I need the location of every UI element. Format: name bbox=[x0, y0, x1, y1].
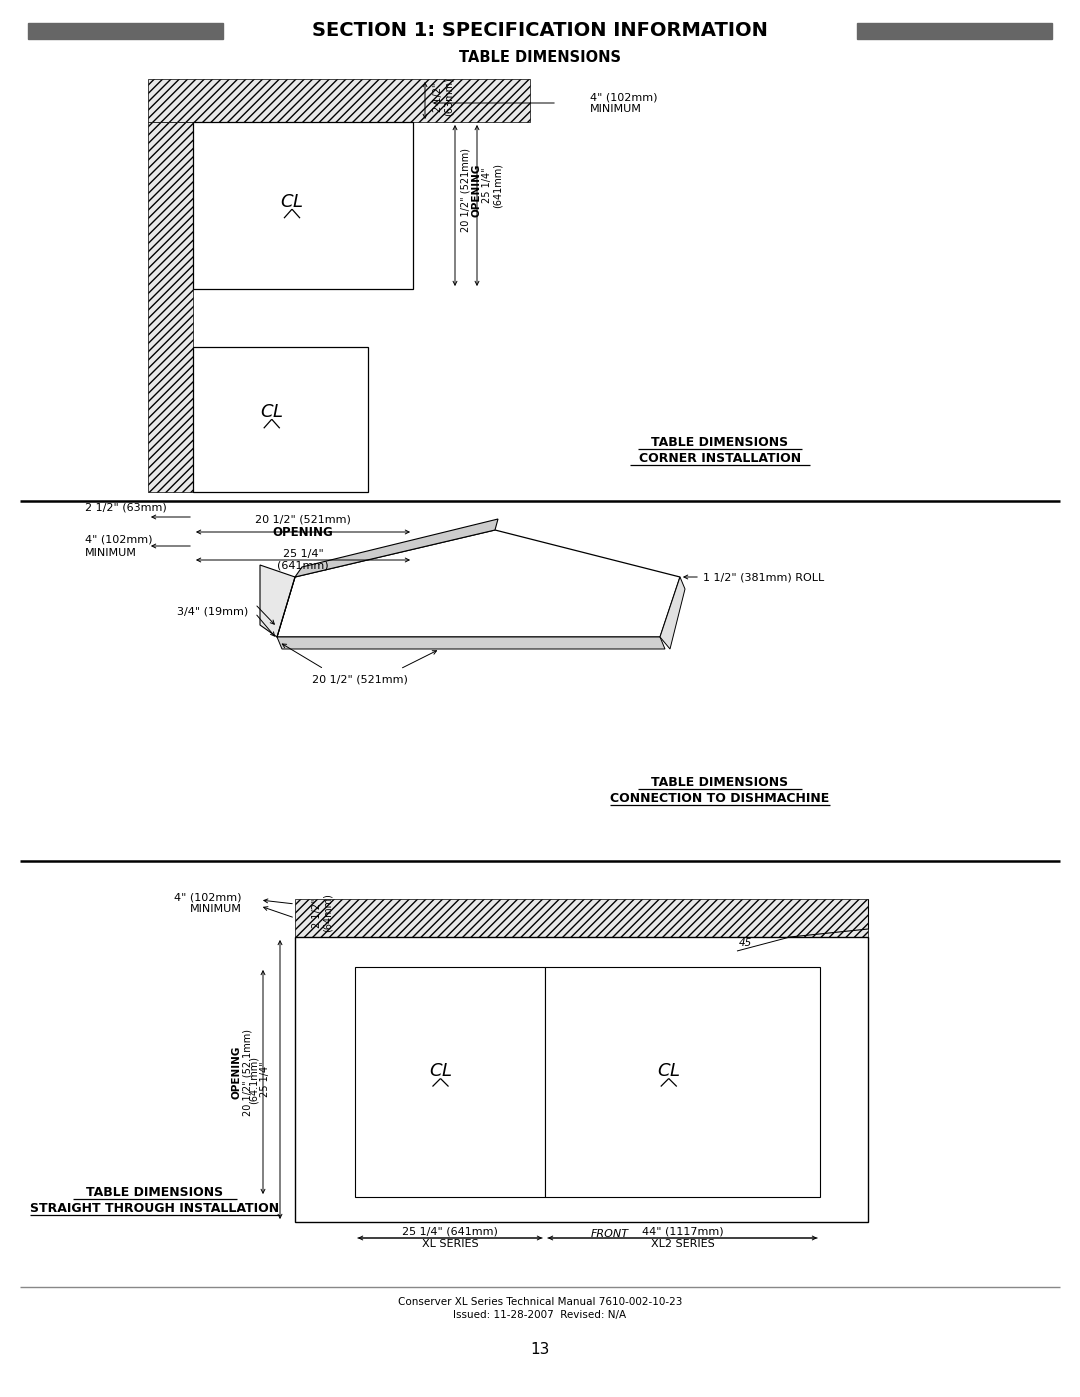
Text: FRONT: FRONT bbox=[591, 1229, 629, 1239]
Text: TABLE DIMENSIONS: TABLE DIMENSIONS bbox=[651, 777, 788, 789]
Bar bbox=[148, 122, 193, 492]
Bar bbox=[28, 22, 222, 39]
Text: 20 1/2" (521mm): 20 1/2" (521mm) bbox=[255, 515, 351, 525]
Text: (641mm): (641mm) bbox=[492, 163, 503, 208]
Text: 25 1/4": 25 1/4" bbox=[260, 1062, 270, 1097]
Text: (64mm): (64mm) bbox=[323, 894, 333, 932]
Text: OPENING: OPENING bbox=[272, 527, 334, 539]
Text: XL SERIES: XL SERIES bbox=[421, 1239, 478, 1249]
Text: 1 1/2" (381mm) ROLL: 1 1/2" (381mm) ROLL bbox=[703, 571, 824, 583]
Text: $\it{C}$$\it{L}$: $\it{C}$$\it{L}$ bbox=[280, 193, 303, 211]
Bar bbox=[858, 22, 1052, 39]
Text: 25 1/4" (641mm): 25 1/4" (641mm) bbox=[402, 1227, 498, 1236]
Text: (64.1mm): (64.1mm) bbox=[249, 1056, 259, 1104]
Text: 20 1/2" (521mm): 20 1/2" (521mm) bbox=[460, 148, 470, 232]
Text: (641mm): (641mm) bbox=[278, 562, 328, 571]
Text: OPENING: OPENING bbox=[231, 1045, 241, 1098]
Bar bbox=[295, 900, 868, 937]
Text: 2 1/2" (63mm): 2 1/2" (63mm) bbox=[85, 502, 166, 511]
Text: SECTION 1: SPECIFICATION INFORMATION: SECTION 1: SPECIFICATION INFORMATION bbox=[312, 21, 768, 41]
Text: Issued: 11-28-2007  Revised: N/A: Issued: 11-28-2007 Revised: N/A bbox=[454, 1310, 626, 1320]
Text: XL2 SERIES: XL2 SERIES bbox=[650, 1239, 714, 1249]
Text: 2 1/2": 2 1/2" bbox=[433, 82, 443, 112]
Text: 4" (102mm): 4" (102mm) bbox=[85, 535, 152, 545]
Text: 13: 13 bbox=[530, 1341, 550, 1356]
Text: OPENING: OPENING bbox=[471, 163, 481, 217]
Text: 2 1/2": 2 1/2" bbox=[312, 898, 322, 928]
Polygon shape bbox=[295, 520, 498, 577]
Text: CONNECTION TO DISHMACHINE: CONNECTION TO DISHMACHINE bbox=[610, 792, 829, 806]
Text: $\it{C}$$\it{L}$: $\it{C}$$\it{L}$ bbox=[260, 404, 284, 422]
Polygon shape bbox=[276, 529, 680, 637]
Text: $\it{C}$$\it{L}$: $\it{C}$$\it{L}$ bbox=[657, 1062, 680, 1080]
Text: MINIMUM: MINIMUM bbox=[85, 548, 137, 557]
Text: MINIMUM: MINIMUM bbox=[590, 103, 642, 115]
Polygon shape bbox=[660, 577, 685, 650]
Bar bbox=[193, 346, 368, 492]
Text: 45: 45 bbox=[739, 937, 752, 949]
Text: 3/4" (19mm): 3/4" (19mm) bbox=[177, 608, 248, 617]
Text: 20 1/2" (52.1mm): 20 1/2" (52.1mm) bbox=[243, 1028, 253, 1115]
Text: 4" (102mm): 4" (102mm) bbox=[175, 893, 242, 902]
Text: MINIMUM: MINIMUM bbox=[190, 904, 242, 914]
Text: TABLE DIMENSIONS: TABLE DIMENSIONS bbox=[86, 1186, 224, 1200]
Bar bbox=[355, 967, 545, 1197]
Bar bbox=[193, 122, 413, 289]
Bar bbox=[545, 967, 820, 1197]
Polygon shape bbox=[260, 564, 295, 637]
Text: (63mm): (63mm) bbox=[444, 78, 454, 116]
Bar bbox=[295, 937, 868, 1222]
Text: CORNER INSTALLATION: CORNER INSTALLATION bbox=[639, 453, 801, 465]
Bar bbox=[148, 80, 530, 122]
Text: $\it{C}$$\it{L}$: $\it{C}$$\it{L}$ bbox=[429, 1062, 453, 1080]
Text: TABLE DIMENSIONS: TABLE DIMENSIONS bbox=[459, 49, 621, 64]
Text: Conserver XL Series Technical Manual 7610-002-10-23: Conserver XL Series Technical Manual 761… bbox=[397, 1296, 683, 1308]
Text: 4" (102mm): 4" (102mm) bbox=[590, 92, 658, 102]
Text: STRAIGHT THROUGH INSTALLATION: STRAIGHT THROUGH INSTALLATION bbox=[30, 1203, 280, 1215]
Text: TABLE DIMENSIONS: TABLE DIMENSIONS bbox=[651, 436, 788, 450]
Polygon shape bbox=[276, 637, 665, 650]
Text: 44" (1117mm): 44" (1117mm) bbox=[642, 1227, 724, 1236]
Text: 25 1/4": 25 1/4" bbox=[283, 549, 323, 559]
Text: 25 1/4": 25 1/4" bbox=[482, 168, 492, 204]
Text: 20 1/2" (521mm): 20 1/2" (521mm) bbox=[312, 673, 408, 685]
